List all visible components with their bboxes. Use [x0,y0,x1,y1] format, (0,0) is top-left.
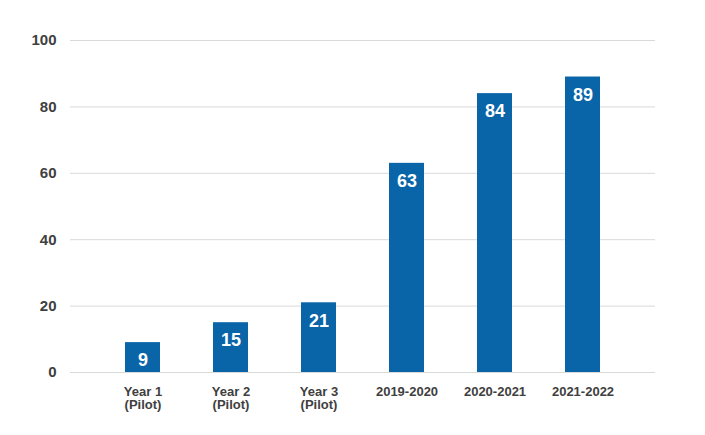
svg-text:80: 80 [40,98,57,115]
svg-text:Year 3(Pilot): Year 3(Pilot) [300,384,338,412]
svg-text:9: 9 [138,350,148,370]
svg-text:63: 63 [397,171,417,191]
svg-text:2021-2022: 2021-2022 [552,384,614,399]
svg-text:20: 20 [40,297,57,314]
svg-text:84: 84 [485,101,505,121]
svg-text:Year 2(Pilot): Year 2(Pilot) [212,384,250,412]
svg-text:2020-2021: 2020-2021 [464,384,526,399]
svg-text:60: 60 [40,164,57,181]
svg-text:15: 15 [221,330,241,350]
svg-text:89: 89 [573,85,593,105]
svg-text:Year 1(Pilot): Year 1(Pilot) [124,384,162,412]
svg-text:0: 0 [48,363,56,380]
svg-text:2019-2020: 2019-2020 [376,384,438,399]
svg-text:100: 100 [31,31,56,48]
svg-text:21: 21 [309,311,329,331]
svg-text:40: 40 [40,231,57,248]
